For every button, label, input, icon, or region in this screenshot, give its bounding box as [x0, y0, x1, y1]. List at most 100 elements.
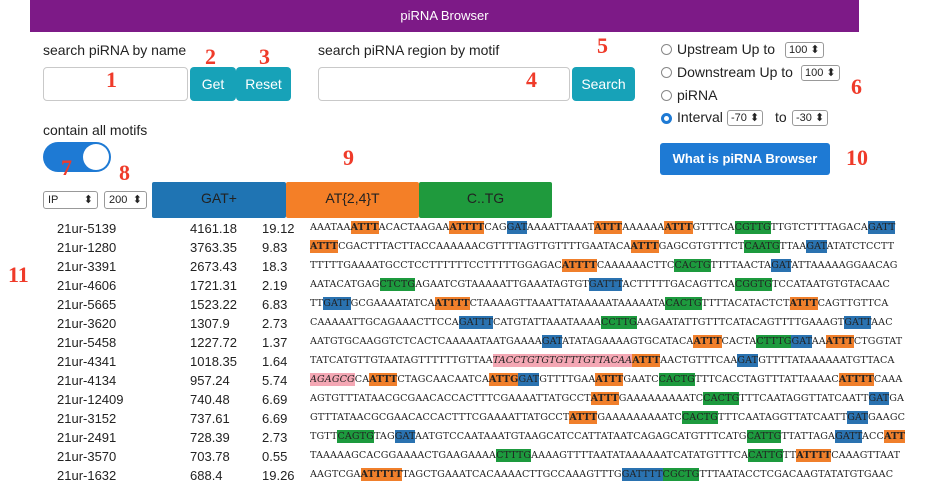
motif-highlight: ATTTT: [449, 221, 485, 234]
search-name-label: search piRNA by name: [43, 42, 187, 58]
sequence-segment: TTTCACCTAGTTTATTAAAAC: [694, 374, 839, 385]
table-row[interactable]: 21ur-12409 740.48 6.69 AGTGTTTATAACGCGAACAC…: [0, 390, 939, 409]
sequence: ATTTCGACTTTACTTACCAAAAAACGTTTTAGTTGTTTTG…: [310, 238, 939, 257]
motif-highlight: GAT: [791, 335, 812, 348]
motif-highlight: ATTTT: [561, 259, 597, 272]
pirna-name[interactable]: 21ur-5139: [57, 221, 117, 236]
motif-highlight: ATTTTT: [360, 468, 403, 481]
ratio-value: 5.74: [262, 373, 288, 388]
pirna-name[interactable]: 21ur-1632: [57, 468, 117, 483]
ratio-value: 19.26: [262, 468, 295, 483]
motif-highlight: AGAGCG: [310, 373, 355, 386]
get-button[interactable]: Get: [190, 67, 236, 101]
pirna-radio[interactable]: [661, 90, 672, 101]
pirna-name[interactable]: 21ur-4606: [57, 278, 117, 293]
count-select[interactable]: 200 ⬍: [104, 191, 147, 209]
sequence: TTTTTGAAAATGCCTCCTTTTTTCCTTTTTGGAGACATTT…: [310, 257, 939, 276]
ratio-value: 18.3: [262, 259, 288, 274]
sequence-segment: ATATAGAAAAGTGCATACA: [562, 336, 694, 347]
sequence: AAGTCGAATTTTTTAGCTGAAATCACAAAACTTGCCAAAG…: [310, 466, 939, 485]
table-row[interactable]: 21ur-5665 1523.22 6.83 TTGATTGCGAAAATATCAAT…: [0, 295, 939, 314]
pirna-name[interactable]: 21ur-12409: [57, 392, 124, 407]
pirna-name[interactable]: 21ur-2491: [57, 430, 117, 445]
what-is-pirna-browser-button[interactable]: What is piRNA Browser: [660, 143, 830, 175]
sequence-segment: CAAAAATTGCAGAAACTTCCA: [310, 317, 459, 328]
interval-radio[interactable]: [661, 113, 672, 124]
expression-value: 1523.22: [190, 297, 237, 312]
app-title: piRNA Browser: [400, 8, 489, 23]
toggle-knob: [83, 144, 109, 170]
sequence-segment: CTAAAAGTTAAATTATAAAAATAAAAATA: [469, 298, 666, 309]
table-row[interactable]: 21ur-1632 688.4 19.26 AAGTCGAATTTTTTAGCTGAA…: [0, 466, 939, 485]
downstream-select[interactable]: 100 ⬍: [801, 65, 840, 81]
motif-highlight: CAATG: [744, 240, 780, 253]
table-row[interactable]: 21ur-4134 957.24 5.74 AGAGCGCAATTTCTAGCAACA…: [0, 371, 939, 390]
motif-highlight: GAT: [394, 430, 415, 443]
upstream-select[interactable]: 100 ⬍: [785, 42, 824, 58]
pirna-name[interactable]: 21ur-5665: [57, 297, 117, 312]
annotation-10: 10: [846, 145, 868, 170]
sequence-segment: TT: [783, 450, 797, 461]
table-row[interactable]: 21ur-3152 737.61 6.69 GTTTATAACGCGAACACCACT…: [0, 409, 939, 428]
pirna-name[interactable]: 21ur-4134: [57, 373, 117, 388]
table-row[interactable]: 21ur-3620 1307.9 2.73 CAAAAATTGCAGAAACTTCCA…: [0, 314, 939, 333]
motif-highlight: ATTTT: [838, 373, 874, 386]
motif-input[interactable]: [318, 67, 570, 101]
motif-highlight: CACTG: [665, 297, 702, 310]
sequence-segment: TAG: [373, 431, 395, 442]
pirna-name[interactable]: 21ur-3570: [57, 449, 117, 464]
pirna-name[interactable]: 21ur-3391: [57, 259, 117, 274]
sequence-segment: TATCATGTTGTAATAGTTTTTTGTTAA: [310, 355, 493, 366]
motif-highlight: ATTT: [825, 335, 854, 348]
table-row[interactable]: 21ur-5139 4161.18 19.12 AAATAAATTTACACTAAGA…: [0, 219, 939, 238]
motif-highlight: GATTT: [588, 278, 623, 291]
search-button[interactable]: Search: [572, 67, 635, 101]
sort-select[interactable]: IP ⬍: [43, 191, 98, 209]
downstream-radio[interactable]: [661, 67, 672, 78]
table-row[interactable]: 21ur-1280 3763.35 9.83 ATTTCGACTTTACTTACCAA…: [0, 238, 939, 257]
motif-chip-2[interactable]: AT{2,4}T: [286, 182, 419, 218]
pirna-name[interactable]: 21ur-5458: [57, 335, 117, 350]
sequence-segment: TTTCAATAGGTTATCAATT: [739, 393, 869, 404]
motif-highlight: CACTG: [703, 392, 740, 405]
motif-highlight: GATTT: [458, 316, 493, 329]
sequence-segment: CAG: [484, 222, 507, 233]
motif-highlight: GAT: [518, 373, 540, 386]
sequence-segment: CA: [354, 374, 370, 385]
pirna-name[interactable]: 21ur-4341: [57, 354, 117, 369]
table-row[interactable]: 21ur-3570 703.78 0.55 TAAAAAGCACGGAAAACTGAA…: [0, 447, 939, 466]
motif-highlight: CGTTG: [734, 221, 771, 234]
expression-value: 3763.35: [190, 240, 237, 255]
motif-chip-1[interactable]: GAT+: [152, 182, 286, 218]
expression-value: 688.4: [190, 468, 223, 483]
pirna-label: piRNA: [677, 87, 718, 103]
table-row[interactable]: 21ur-4606 1721.31 2.19 AATACATGAGCTCTGAGAAT…: [0, 276, 939, 295]
ratio-value: 19.12: [262, 221, 295, 236]
sequence-segment: CTAGCAACAATCA: [397, 374, 489, 385]
sequence-segment: GTTTTGAA: [539, 374, 596, 385]
table-row[interactable]: 21ur-3391 2673.43 18.3 TTTTTGAAAATGCCTCCTTT…: [0, 257, 939, 276]
table-row[interactable]: 21ur-5458 1227.72 1.37 AATGTGCAAGGTCTCACTCA…: [0, 333, 939, 352]
pirna-name[interactable]: 21ur-1280: [57, 240, 117, 255]
motif-highlight: ATTT: [789, 297, 818, 310]
table-row[interactable]: 21ur-2491 728.39 2.73 TGTTCAGTGTAGGATAATGTC…: [0, 428, 939, 447]
interval-from-select[interactable]: -70 ⬍: [727, 110, 764, 126]
sequence-segment: CATGTATTAAATAAAA: [492, 317, 601, 328]
motif-highlight: ATTTT: [434, 297, 470, 310]
motif-chip-3[interactable]: C..TG: [419, 182, 552, 218]
expression-value: 703.78: [190, 449, 230, 464]
annotation-3: 3: [259, 44, 270, 69]
pirna-name[interactable]: 21ur-3620: [57, 316, 117, 331]
upstream-label: Upstream Up to: [677, 41, 776, 57]
reset-button[interactable]: Reset: [236, 67, 291, 101]
pirna-name-input[interactable]: [43, 67, 188, 101]
sequence-segment: ACC: [862, 431, 884, 442]
pirna-name[interactable]: 21ur-3152: [57, 411, 117, 426]
motif-highlight: ATTG: [489, 373, 519, 386]
table-row[interactable]: 21ur-4341 1018.35 1.64 TATCATGTTGTAATAGTTTT…: [0, 352, 939, 371]
sequence-segment: GTTTTATAAAAAATGTTACA: [758, 355, 895, 366]
interval-to-select[interactable]: -30 ⬍: [792, 110, 829, 126]
upstream-radio[interactable]: [661, 44, 672, 55]
sequence-segment: TTTTTGAAAATGCCTCCTTTTTTCCTTTTTGGAGAC: [310, 260, 562, 271]
sequence-segment: GAATC: [623, 374, 659, 385]
